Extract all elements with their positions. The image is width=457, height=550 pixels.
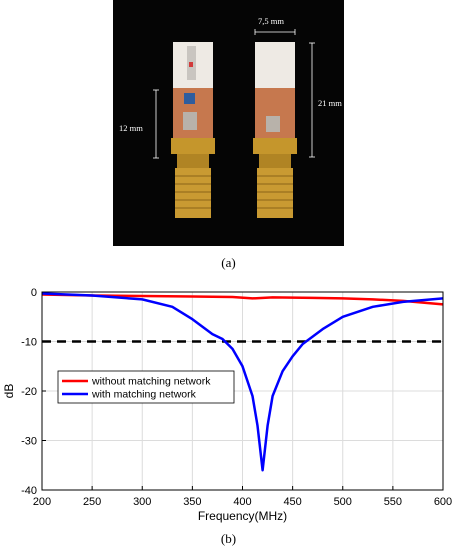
- left-height-dimension-label: 12 mm: [119, 123, 143, 133]
- y-tick-label: 0: [31, 287, 37, 299]
- right-connector-body: [259, 154, 291, 168]
- y-tick-label: -30: [21, 436, 37, 448]
- left-connector-body: [177, 154, 209, 168]
- left-antenna-component: [189, 62, 193, 67]
- right-antenna-solder: [266, 116, 280, 132]
- right-antenna-substrate: [255, 42, 295, 90]
- series-line-1: [41, 293, 444, 306]
- x-tick-label: 450: [283, 496, 301, 508]
- legend-label-1: without matching network: [91, 376, 211, 388]
- x-tick-label: 550: [384, 496, 402, 508]
- x-tick-label: 200: [33, 496, 51, 508]
- right-connector-flange: [253, 138, 297, 154]
- photo-caption: (a): [221, 255, 236, 270]
- chart-caption: (b): [220, 531, 237, 546]
- axis-ticks: 200 250 300 350 400 450 500 550 600 0 -10 -20 -30 -40: [21, 287, 452, 508]
- left-antenna-matching-component: [184, 93, 195, 104]
- x-tick-label: 350: [183, 496, 201, 508]
- right-connector-thread-lines: [257, 175, 293, 209]
- width-dimension-label: 7,5 mm: [258, 16, 284, 26]
- series-line-2: [41, 292, 444, 472]
- y-tick-label: -10: [21, 337, 37, 349]
- antenna-photo: 7,5 mm 12 mm 21 mm: [113, 0, 344, 246]
- left-connector-flange: [171, 138, 215, 154]
- x-tick-label: 250: [83, 496, 101, 508]
- x-tick-label: 500: [334, 496, 352, 508]
- dimension-markers: [153, 29, 315, 159]
- right-height-dimension-label: 21 mm: [318, 98, 342, 108]
- left-connector-thread-lines: [175, 175, 211, 209]
- x-tick-label: 600: [434, 496, 452, 508]
- x-tick-label: 400: [233, 496, 251, 508]
- antenna-photo-drawing: 7,5 mm 12 mm 21 mm: [119, 16, 342, 218]
- legend-box: [57, 370, 235, 404]
- y-tick-label: -20: [21, 386, 37, 398]
- x-axis-label: Frequency(MHz): [198, 509, 287, 523]
- y-axis-label: dB: [2, 384, 16, 399]
- y-tick-label: -40: [21, 485, 37, 497]
- x-tick-label: 300: [133, 496, 151, 508]
- return-loss-chart: 200 250 300 350 400 450 500 550 600 0 -10 -20 -30 -40…: [2, 287, 452, 523]
- legend-label-2: with matching network: [91, 389, 197, 401]
- series-lines: [41, 292, 444, 472]
- right-antenna-copper: [255, 88, 295, 140]
- left-antenna-solder: [183, 112, 197, 130]
